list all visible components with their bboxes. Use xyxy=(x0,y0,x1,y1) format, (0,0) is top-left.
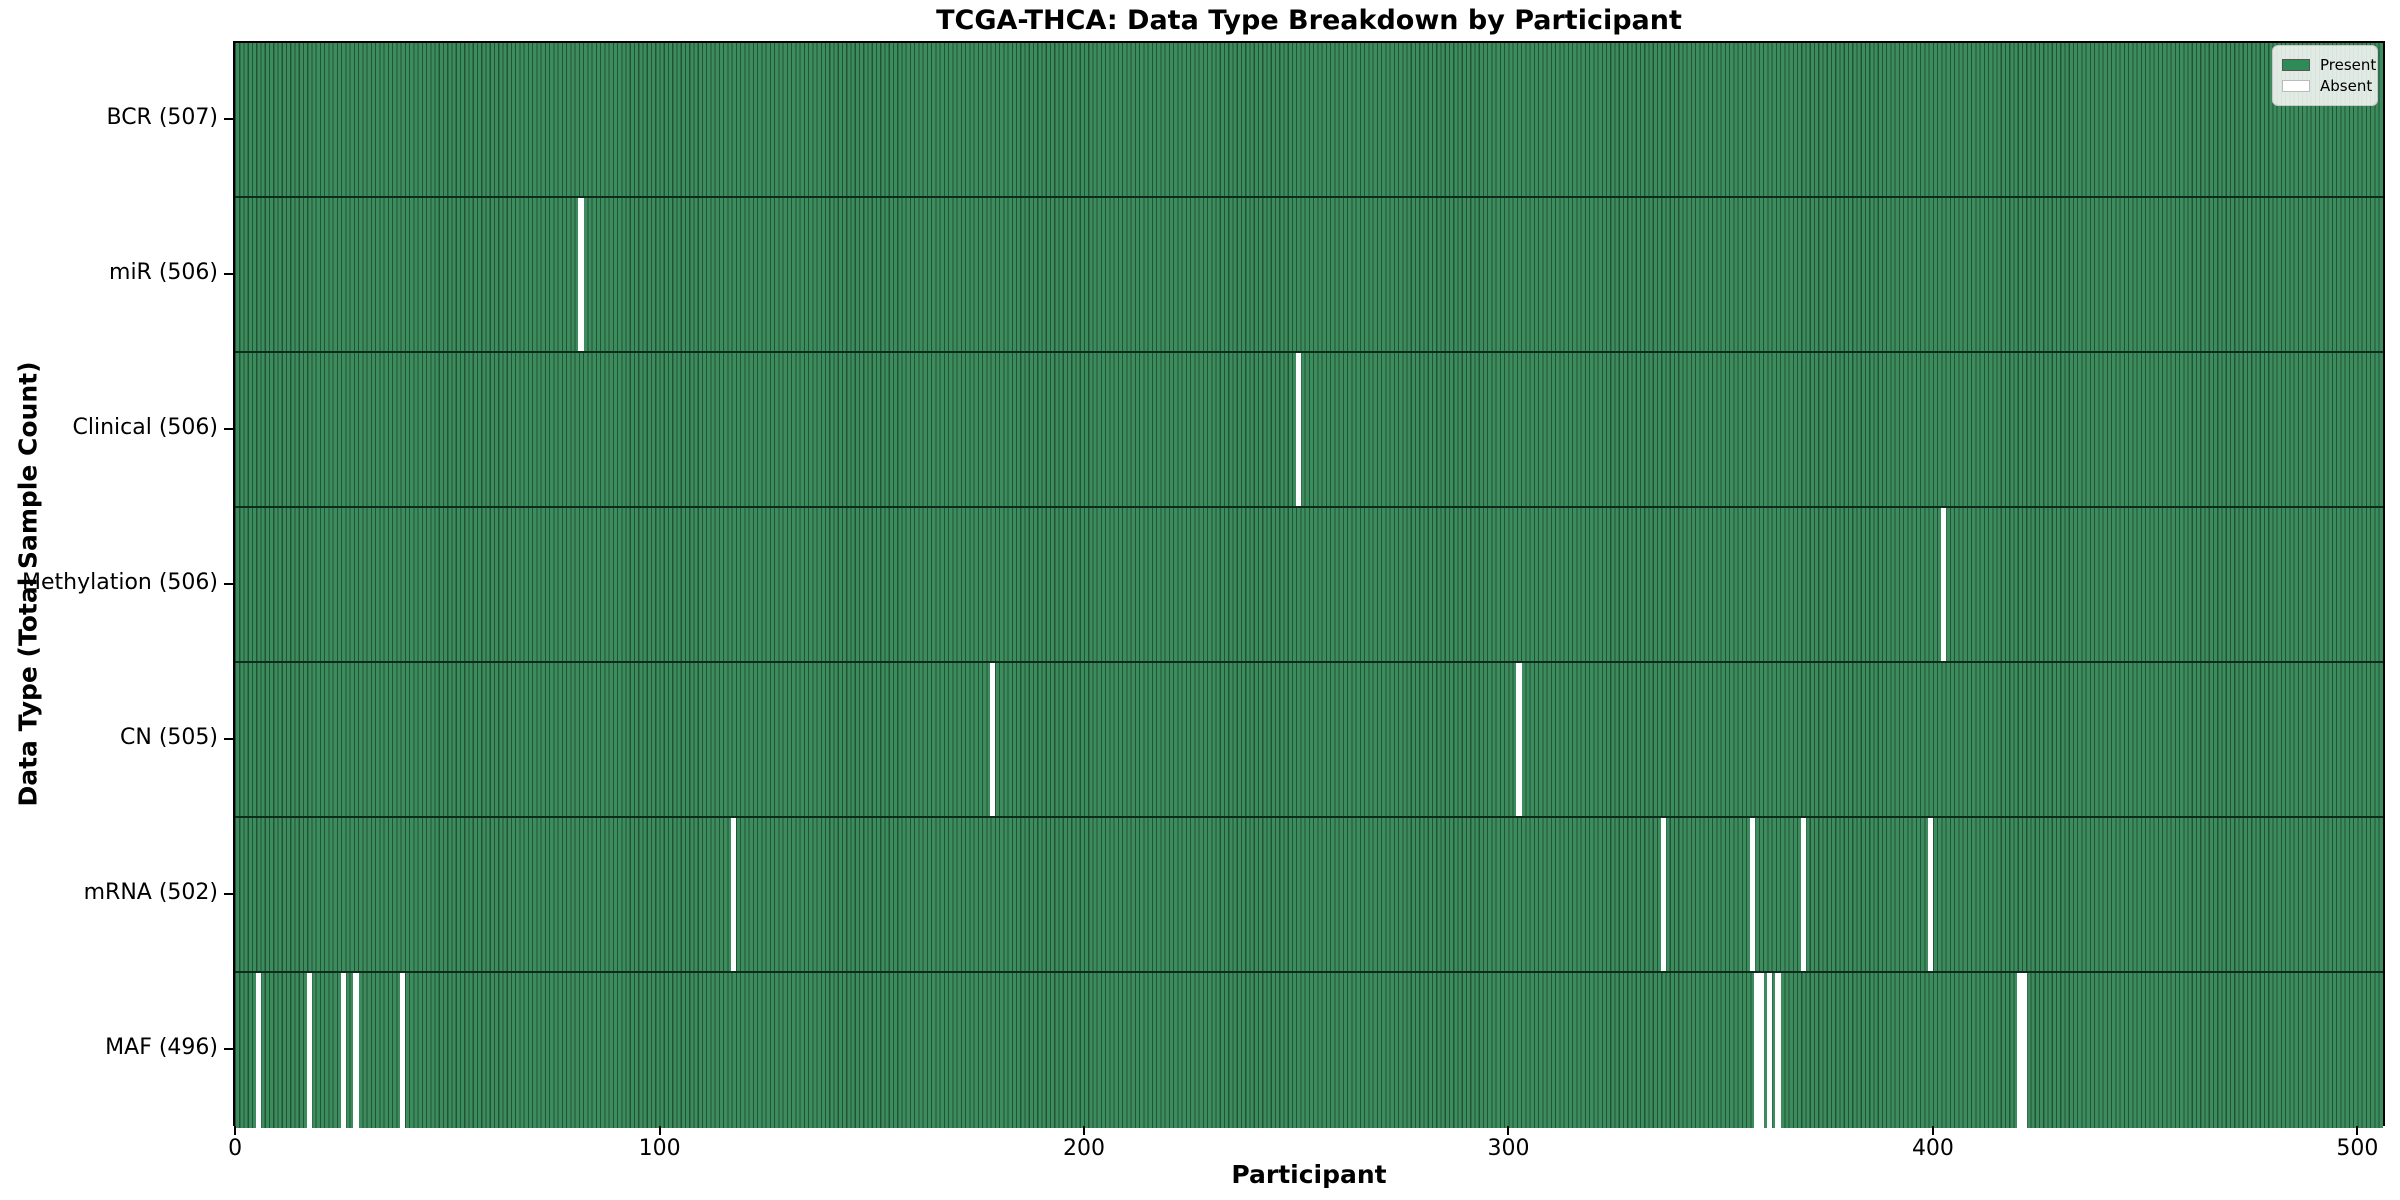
legend-swatch-present xyxy=(2282,59,2310,71)
legend-label: Present xyxy=(2320,56,2377,74)
xtick-label-200: 200 xyxy=(1063,1136,1106,1161)
row-band-cn xyxy=(235,663,2383,818)
chart-title: TCGA-THCA: Data Type Breakdown by Partic… xyxy=(936,5,1682,36)
ytick-mark xyxy=(224,272,233,275)
x-axis-label: Participant xyxy=(1231,1160,1387,1189)
row-band-mir xyxy=(235,198,2383,353)
xtick-label-0: 0 xyxy=(228,1136,243,1161)
absent-gap xyxy=(340,973,346,1128)
absent-gap xyxy=(255,973,261,1128)
xtick-mark xyxy=(1507,1126,1510,1135)
xtick-mark xyxy=(658,1126,661,1135)
absent-gap xyxy=(578,198,584,351)
xtick-mark xyxy=(2356,1126,2359,1135)
absent-gap xyxy=(1758,973,1764,1128)
absent-gap xyxy=(1660,818,1666,971)
legend: Present Absent xyxy=(2272,45,2378,106)
absent-gap xyxy=(400,973,406,1128)
xtick-label-400: 400 xyxy=(1911,1136,1954,1161)
legend-item-present: Present xyxy=(2282,56,2376,74)
absent-gap xyxy=(2021,973,2027,1128)
absent-gap xyxy=(1775,973,1781,1128)
xtick-label-300: 300 xyxy=(1487,1136,1530,1161)
ytick-label-clinical: Clinical (506) xyxy=(72,414,218,440)
absent-gap xyxy=(1766,973,1773,1128)
legend-swatch-absent xyxy=(2282,80,2310,92)
xtick-label-500: 500 xyxy=(2336,1136,2379,1161)
absent-gap xyxy=(1928,818,1934,971)
absent-gap xyxy=(1516,663,1522,816)
legend-label: Absent xyxy=(2320,77,2373,95)
ytick-label-mrna: mRNA (502) xyxy=(83,879,218,905)
absent-gap xyxy=(2017,973,2023,1128)
row-band-methylation xyxy=(235,508,2383,663)
absent-gap xyxy=(1754,973,1760,1128)
ytick-mark xyxy=(224,582,233,585)
absent-gap xyxy=(1800,818,1806,971)
ytick-label-methylation: Methylation (506) xyxy=(22,569,218,595)
ytick-mark xyxy=(224,427,233,430)
ytick-mark xyxy=(224,892,233,895)
absent-gap xyxy=(353,973,359,1128)
xtick-mark xyxy=(1083,1126,1086,1135)
ytick-mark xyxy=(224,117,233,120)
xtick-mark xyxy=(1931,1126,1934,1135)
row-band-maf xyxy=(235,973,2383,1128)
row-band-mrna xyxy=(235,818,2383,973)
ytick-label-maf: MAF (496) xyxy=(105,1034,218,1060)
row-band-bcr xyxy=(235,43,2383,198)
absent-gap xyxy=(306,973,312,1128)
absent-gap xyxy=(731,818,737,971)
ytick-label-bcr: BCR (507) xyxy=(106,104,218,130)
ytick-mark xyxy=(224,737,233,740)
row-band-clinical xyxy=(235,353,2383,508)
ytick-label-cn: CN (505) xyxy=(120,724,218,750)
plot-area xyxy=(233,41,2385,1128)
ytick-mark xyxy=(224,1047,233,1050)
absent-gap xyxy=(990,663,996,816)
absent-gap xyxy=(1749,818,1756,971)
absent-gap xyxy=(1940,508,1947,661)
absent-gap xyxy=(1295,353,1301,506)
legend-item-absent: Absent xyxy=(2282,77,2372,95)
xtick-mark xyxy=(234,1126,237,1135)
ytick-label-mir: miR (506) xyxy=(109,259,218,285)
xtick-label-100: 100 xyxy=(638,1136,681,1161)
